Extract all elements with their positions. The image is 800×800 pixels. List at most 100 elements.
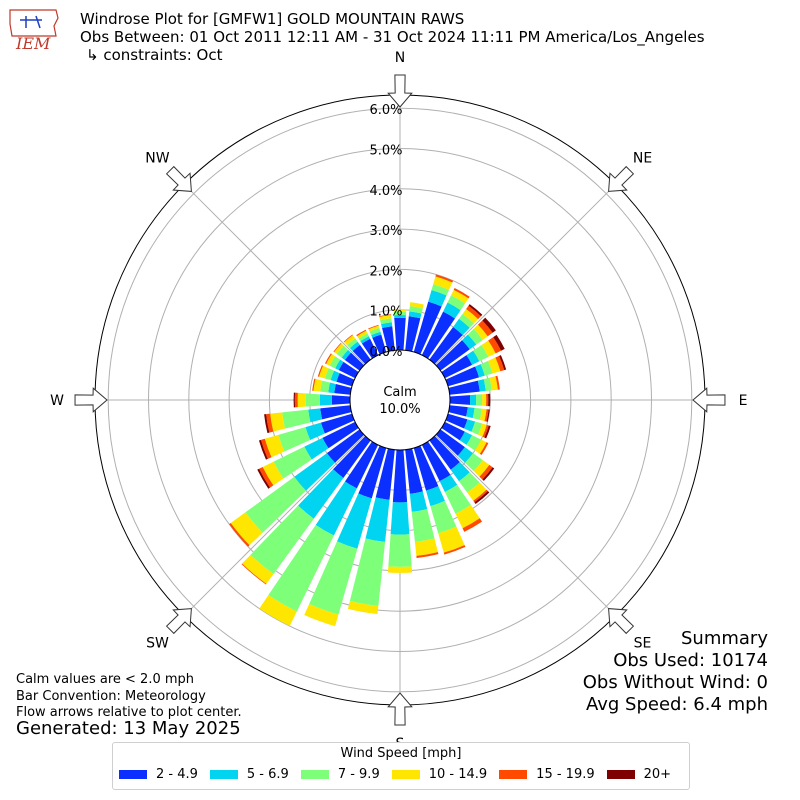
wind-bar-segment bbox=[467, 328, 483, 345]
legend-swatch bbox=[209, 770, 238, 779]
wind-bar-segment bbox=[365, 497, 390, 542]
wind-bar-segment bbox=[334, 343, 344, 355]
compass-arrow-icon bbox=[608, 608, 635, 635]
wind-bar-segment bbox=[394, 317, 406, 351]
wind-bar-segment bbox=[486, 393, 489, 407]
chart-title: Windrose Plot for [GMFW1] GOLD MOUNTAIN … bbox=[80, 10, 465, 28]
wind-bar-segment bbox=[488, 337, 502, 354]
wind-bar-segment bbox=[499, 355, 507, 371]
wind-bar-segment bbox=[335, 359, 344, 371]
wind-bar-segment bbox=[493, 334, 505, 351]
wind-bar-segment bbox=[270, 412, 286, 432]
wind-bar-segment bbox=[448, 380, 480, 395]
wind-bar-segment bbox=[451, 289, 469, 304]
wind-bar-segment bbox=[466, 407, 475, 419]
wind-bar-segment bbox=[264, 414, 270, 434]
wind-bar-segment bbox=[379, 315, 392, 321]
wind-bar-segment bbox=[361, 338, 379, 359]
logo-text: IEM bbox=[16, 34, 51, 53]
legend-item: 15 - 19.9 bbox=[499, 767, 595, 782]
wind-bar-segment bbox=[479, 464, 493, 480]
wind-bar-segment bbox=[473, 324, 488, 340]
wind-bar-segment bbox=[349, 538, 386, 607]
wind-bar-segment bbox=[453, 288, 470, 299]
wind-bar-segment bbox=[429, 435, 460, 470]
wind-bar-segment bbox=[429, 326, 463, 365]
wind-bar-segment bbox=[426, 486, 445, 507]
wind-bar-segment bbox=[319, 394, 333, 406]
wind-bar-segment bbox=[472, 407, 482, 420]
wind-bar-segment bbox=[394, 314, 406, 318]
generated-date: Generated: 13 May 2025 bbox=[16, 718, 241, 739]
grid-spoke bbox=[435, 435, 617, 617]
wind-bar-segment bbox=[320, 405, 352, 420]
wind-bar-segment bbox=[368, 325, 380, 332]
legend-label: 7 - 9.9 bbox=[337, 767, 380, 782]
legend-item: 10 - 14.9 bbox=[391, 767, 487, 782]
wind-bar-segment bbox=[257, 468, 271, 489]
wind-bar-segment bbox=[390, 502, 410, 535]
wind-bar-segment bbox=[341, 349, 351, 360]
wind-bar-segment bbox=[450, 462, 470, 482]
wind-bar-segment bbox=[260, 438, 272, 459]
wind-bar-segment bbox=[467, 482, 487, 501]
wind-bar-segment bbox=[416, 552, 439, 558]
wind-bar-segment bbox=[484, 425, 491, 439]
wind-bar-segment bbox=[414, 538, 438, 556]
wind-bar-segment bbox=[448, 405, 468, 417]
wind-bar-segment bbox=[482, 393, 487, 407]
wind-bar-segment bbox=[468, 304, 483, 317]
radial-tick-label: 3.0% bbox=[369, 224, 402, 239]
legend-item: 20+ bbox=[606, 767, 671, 782]
wind-bar-segment bbox=[455, 504, 480, 529]
wind-bar-segment bbox=[258, 439, 268, 460]
wind-bar-segment bbox=[421, 441, 451, 482]
wind-bar-segment bbox=[379, 314, 392, 318]
wind-bar-segment bbox=[309, 541, 358, 615]
wind-bar-segment bbox=[380, 318, 392, 325]
wind-bar-segment bbox=[476, 394, 483, 406]
compass-arrow-icon bbox=[165, 165, 192, 192]
wind-bar-segment bbox=[473, 460, 490, 477]
wind-bar-segment bbox=[393, 309, 407, 312]
legend-swatch bbox=[391, 770, 420, 779]
radial-tick-label: 2.0% bbox=[369, 264, 402, 279]
wind-bar-segment bbox=[326, 429, 365, 463]
wind-bar-segment bbox=[428, 289, 447, 307]
wind-bar-segment bbox=[479, 442, 489, 456]
wind-bar-segment bbox=[458, 472, 480, 493]
wind-bar-segment bbox=[471, 421, 483, 435]
compass-arrow-icon bbox=[608, 165, 635, 192]
compass-label: NE bbox=[633, 150, 652, 166]
wind-bar-segment bbox=[495, 375, 500, 390]
wind-bar-segment bbox=[368, 324, 379, 330]
legend: Wind Speed [mph] 2 - 4.9 5 - 6.9 7 - 9.9… bbox=[112, 742, 690, 790]
wind-bar-segment bbox=[241, 563, 267, 585]
wind-bar-segment bbox=[466, 305, 481, 320]
wind-bar-segment bbox=[326, 354, 336, 366]
wind-bar-segment bbox=[445, 366, 480, 387]
iowa-map-icon bbox=[9, 9, 59, 37]
wind-bar-segment bbox=[405, 448, 423, 494]
compass-arrow-icon bbox=[165, 608, 192, 635]
wind-bar-segment bbox=[430, 500, 457, 534]
wind-bar-segment bbox=[482, 424, 489, 438]
wind-bar-segment bbox=[313, 378, 323, 392]
constraints-label: ↳ constraints: Oct bbox=[86, 46, 223, 64]
radial-tick-label: 1.0% bbox=[369, 305, 402, 320]
wind-bar-segment bbox=[459, 431, 473, 445]
wind-bar-segment bbox=[478, 320, 493, 337]
wind-bar-segment bbox=[242, 554, 274, 584]
wind-bar-segment bbox=[464, 419, 476, 432]
radial-tick-label: 5.0% bbox=[369, 144, 402, 159]
wind-bar-segment bbox=[469, 394, 477, 406]
wind-bar-segment bbox=[447, 295, 466, 311]
compass-label: N bbox=[395, 50, 405, 66]
radial-tick-label: 6.0% bbox=[369, 103, 402, 118]
wind-bar-segment bbox=[294, 453, 336, 491]
wind-bar-segment bbox=[268, 524, 334, 612]
wind-bar-segment bbox=[230, 512, 263, 546]
wind-bar-segment bbox=[392, 449, 408, 503]
wind-bar-segment bbox=[319, 365, 329, 379]
